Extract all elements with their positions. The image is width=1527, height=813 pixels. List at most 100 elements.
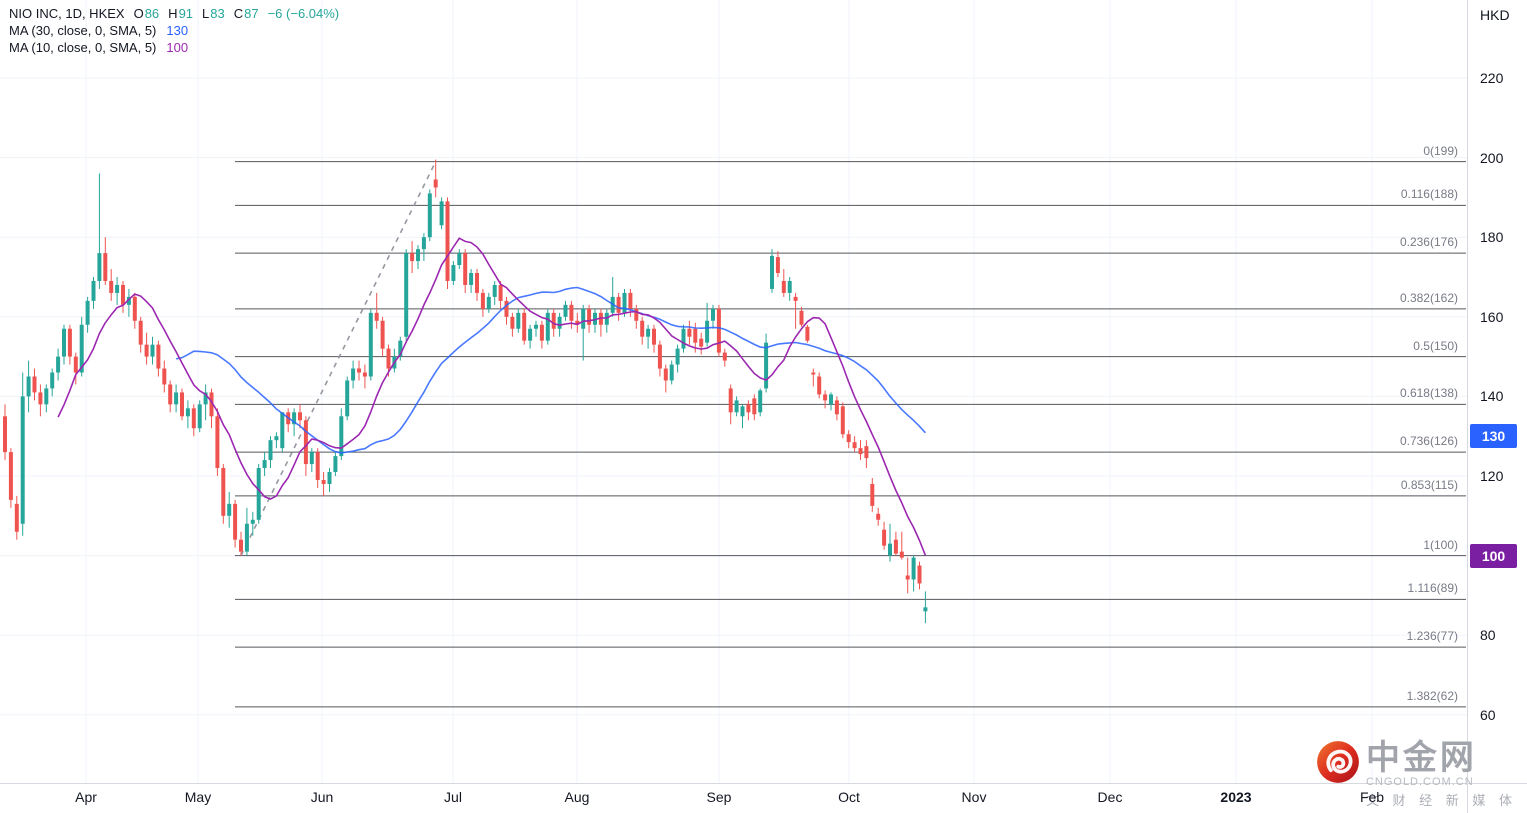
fib-level-label: 0.116(188): [1400, 187, 1458, 202]
candle-down: [846, 434, 851, 443]
legend-ma10-row[interactable]: MA (10, close, 0, SMA, 5) 100: [9, 39, 339, 56]
candle-down: [144, 344, 149, 357]
candle-down: [32, 376, 37, 393]
candle-down: [386, 348, 391, 369]
candle-up: [327, 472, 332, 484]
ma10-value: 100: [166, 40, 189, 55]
watermark: 中金网 CNGOLD.COM.CN 文 财 经 新 媒 体: [1316, 740, 1517, 809]
low-value: 83: [210, 6, 225, 21]
candle-down: [687, 328, 692, 337]
candle-up: [469, 273, 474, 285]
candle-down: [817, 376, 822, 395]
high-value: 91: [178, 6, 194, 21]
price-tick-label: 220: [1480, 70, 1504, 86]
candle-down: [893, 539, 898, 554]
candle-up: [563, 304, 568, 317]
change-value: −6 (−6.04%): [267, 6, 340, 21]
candle-up: [368, 312, 373, 377]
candle-up: [888, 543, 892, 556]
candle-down: [805, 326, 810, 341]
time-axis-label-dec: Dec: [1097, 789, 1123, 805]
candle-up: [398, 340, 403, 357]
fib-level-label: 0.236(176): [1399, 235, 1458, 250]
fib-level-label: 0.382(162): [1399, 290, 1458, 305]
price-tick-label: 120: [1480, 468, 1504, 484]
candle-up: [427, 193, 432, 238]
candle-up: [62, 328, 66, 357]
candle-up: [345, 380, 350, 417]
candle-up: [227, 503, 232, 516]
candle-down: [510, 316, 515, 329]
candle-down: [864, 446, 869, 459]
candle-up: [439, 201, 444, 226]
candle-down: [162, 368, 167, 385]
watermark-domain: CNGOLD.COM.CN: [1365, 776, 1474, 788]
candle-down: [905, 575, 910, 580]
candle-down: [121, 284, 125, 305]
candle-down: [728, 388, 733, 413]
candle-down: [215, 416, 220, 469]
candle-up: [26, 376, 31, 397]
candle-down: [657, 344, 662, 369]
candle-up: [79, 324, 84, 373]
time-axis[interactable]: Apr May Jun Jul Aug Sep Oct Nov Dec 2023 Feb: [0, 783, 1527, 813]
legend: NIO INC, 1D, HKEX O 86 H 91 L 83 C 87 −6…: [9, 5, 339, 56]
candle-down: [221, 468, 226, 516]
legend-symbol-row[interactable]: NIO INC, 1D, HKEX O 86 H 91 L 83 C 87 −6…: [9, 5, 339, 22]
candle-up: [56, 356, 61, 373]
candle-up: [150, 344, 155, 357]
close-label: C: [233, 6, 244, 21]
candle-up: [115, 284, 120, 293]
fib-level-label: 1(100): [1423, 537, 1458, 552]
candle-up: [91, 280, 96, 301]
candle-up: [126, 296, 131, 305]
time-axis-label-sep: Sep: [706, 789, 732, 805]
candle-down: [799, 310, 804, 325]
candle-down: [775, 257, 780, 274]
candle-up: [268, 440, 273, 461]
candle-down: [663, 368, 668, 381]
candle-up: [85, 300, 90, 325]
price-tick-label: 200: [1480, 149, 1504, 166]
price-tick-label: 140: [1480, 388, 1504, 405]
candle-down: [752, 398, 757, 415]
candle-up: [711, 308, 715, 321]
fib-level-label: 0.5(150): [1413, 338, 1458, 353]
watermark-text: 中金网 CNGOLD.COM.CN 文 财 经 新 媒 体: [1366, 740, 1517, 809]
candle-up: [416, 249, 420, 262]
candle-up: [534, 324, 538, 329]
candle-up: [404, 253, 409, 337]
candle-up: [622, 292, 627, 313]
candle-down: [899, 551, 904, 558]
candle-up: [669, 364, 674, 381]
ma30-line: [175, 286, 926, 454]
candle-down: [781, 280, 786, 293]
candle-down: [504, 300, 509, 317]
candle-down: [357, 368, 361, 373]
candle-down: [362, 372, 367, 377]
candle-down: [380, 320, 385, 349]
candle-down: [445, 201, 450, 281]
candle-up: [675, 348, 680, 365]
fib-level-label: 1.116(89): [1407, 581, 1458, 596]
candle-up: [705, 320, 710, 343]
candle-up: [516, 312, 521, 329]
candle-up: [203, 392, 208, 405]
price-tick-label: 180: [1480, 229, 1504, 246]
candle-down: [73, 356, 78, 373]
candle-down: [823, 394, 828, 401]
price-badge-100: 100: [1470, 543, 1517, 568]
candle-up: [740, 406, 745, 417]
candle-up: [256, 468, 261, 520]
candle-up: [421, 237, 426, 250]
candle-down: [917, 565, 922, 584]
candle-down: [191, 408, 196, 429]
candle-up: [174, 392, 179, 405]
candle-down: [298, 412, 302, 421]
legend-ma30-row[interactable]: MA (30, close, 0, SMA, 5) 130: [9, 22, 339, 39]
candle-down: [132, 296, 137, 321]
price-tick-label: 80: [1480, 627, 1496, 644]
candle-down: [882, 529, 887, 546]
